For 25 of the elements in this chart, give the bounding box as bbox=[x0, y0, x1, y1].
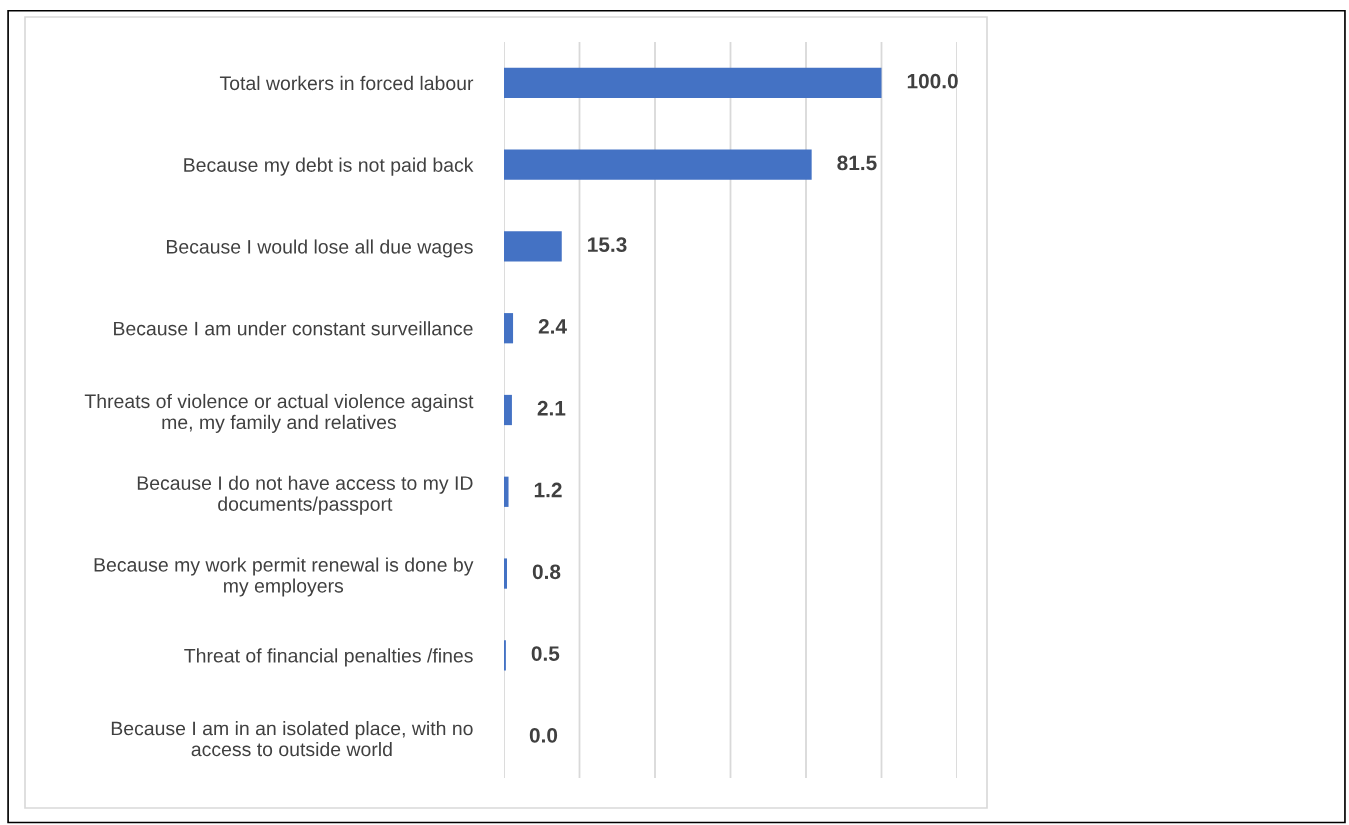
y-tick-label: Because I am in an isolated place, with no access to outside world bbox=[111, 721, 473, 757]
data-label: 0.5 bbox=[531, 646, 560, 661]
bar bbox=[504, 231, 562, 262]
bar bbox=[504, 313, 514, 344]
y-tick-label: Because I do not have access to my ID documents/passport bbox=[137, 475, 473, 515]
data-label: 2.1 bbox=[537, 400, 566, 416]
data-label: 0.0 bbox=[529, 727, 558, 743]
bar bbox=[504, 558, 508, 589]
y-tick-label: Because my work permit renewal is done by my employers bbox=[94, 557, 474, 597]
y-tick-label: Because I am under constant surveillance bbox=[114, 321, 473, 336]
data-label: 1.2 bbox=[534, 482, 562, 498]
data-label: 81.5 bbox=[837, 155, 877, 171]
data-label: 2.4 bbox=[538, 319, 567, 334]
data-label: 15.3 bbox=[588, 237, 627, 253]
y-tick-label: Because I would lose all due wages bbox=[166, 239, 473, 258]
bar bbox=[504, 476, 509, 507]
y-tick-label: Because my debt is not paid back bbox=[184, 157, 474, 176]
y-tick-label: Threats of violence or actual violence against me, my family and relatives bbox=[84, 393, 474, 433]
data-label: 0.8 bbox=[532, 564, 561, 580]
bar bbox=[504, 394, 512, 426]
bar bbox=[504, 67, 882, 99]
y-tick-label: Total workers in forced labour bbox=[219, 75, 474, 91]
bar bbox=[504, 149, 812, 180]
data-label: 100.0 bbox=[907, 73, 958, 89]
y-tick-label: Threat of financial penalties /fines bbox=[184, 648, 473, 667]
